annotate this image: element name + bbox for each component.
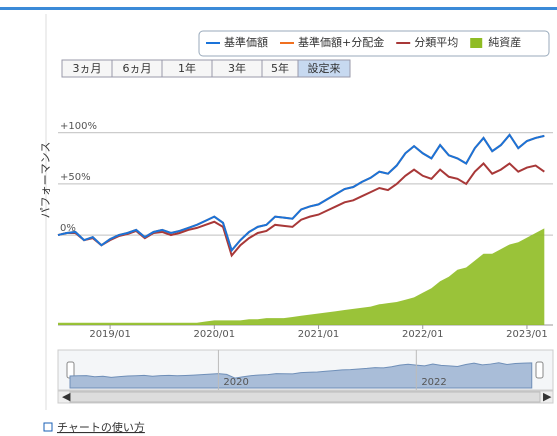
x-tick-label: 2021/01 <box>298 329 340 340</box>
range-button-label: 5年 <box>271 61 289 75</box>
x-tick-label: 2022/01 <box>402 329 444 340</box>
y-tick-label: +50% <box>60 172 91 183</box>
scroll-left[interactable]: ◀ <box>62 390 71 403</box>
range-button-label: 6ヵ月 <box>123 62 152 75</box>
y-tick-label: 0% <box>60 223 76 234</box>
legend-label: 分類平均 <box>414 36 458 49</box>
x-tick-label: 2023/01 <box>506 329 548 340</box>
x-tick-label: 2020/01 <box>194 329 236 340</box>
range-button-label: 3年 <box>228 61 246 75</box>
y-tick-label: +100% <box>60 121 97 132</box>
range-button[interactable] <box>297 59 351 78</box>
scroll-right[interactable]: ▶ <box>543 390 552 403</box>
range-button-label: 1年 <box>178 61 196 75</box>
y-title: パフォーマンス <box>39 142 52 219</box>
scrollbar-thumb[interactable] <box>69 391 541 403</box>
legend-label: 基準価額 <box>224 35 268 49</box>
x-tick-label: 2019/01 <box>89 329 131 340</box>
legend-swatch <box>470 38 483 48</box>
navigator-label: 2022 <box>421 377 446 388</box>
range-button-label: 3ヵ月 <box>73 62 102 75</box>
legend-label: 基準価額+分配金 <box>298 35 384 49</box>
help-link[interactable]: チャートの使い方 <box>57 420 145 434</box>
nav-handle[interactable] <box>535 361 544 379</box>
link-icon <box>43 422 53 432</box>
legend-label: 純資産 <box>488 36 521 49</box>
navigator-label: 2020 <box>223 377 248 388</box>
legend <box>198 30 550 57</box>
line <box>57 133 545 253</box>
area <box>58 228 545 325</box>
top-bar <box>0 7 557 10</box>
range-button-label: 設定来 <box>308 61 341 75</box>
